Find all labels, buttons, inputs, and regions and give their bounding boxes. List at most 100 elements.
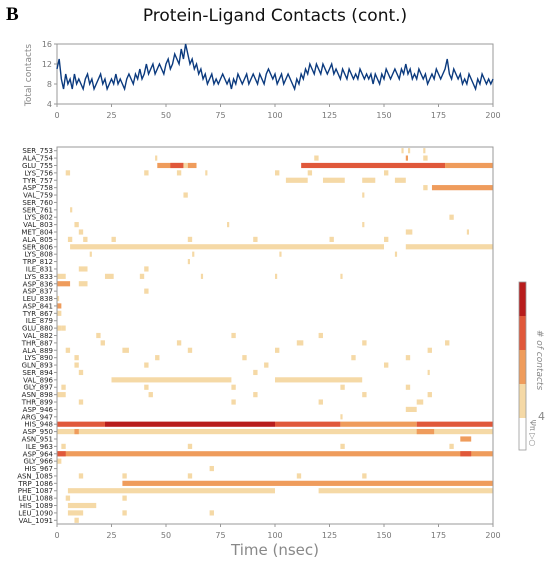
residue-label: THR_887 <box>21 339 53 347</box>
contact-segment <box>405 384 411 390</box>
contact-segment <box>307 170 313 176</box>
contact-segment <box>449 443 454 449</box>
contact-segment <box>275 347 280 353</box>
contact-segment <box>275 377 363 383</box>
contact-segment <box>65 170 71 176</box>
contact-segment <box>340 384 345 390</box>
contact-segment <box>78 229 84 235</box>
contact-segment <box>144 362 149 368</box>
contact-segment <box>65 495 71 501</box>
contact-segment <box>275 421 341 427</box>
residue-label: LYS_802 <box>24 214 53 222</box>
heatmap-x-tick-label: 0 <box>54 531 59 540</box>
contact-segment <box>296 340 304 346</box>
contact-segment <box>394 251 398 257</box>
residue-label: ILE_831 <box>26 265 53 273</box>
residue-label: ASN_1085 <box>17 472 53 480</box>
contact-segment <box>460 451 472 457</box>
residue-label: GLU_880 <box>22 325 53 333</box>
contact-segment <box>78 369 84 376</box>
residue-label: SER_894 <box>22 369 53 377</box>
contact-segment <box>176 170 182 176</box>
residue-label: ALA_805 <box>23 236 54 244</box>
residue-label: SER_806 <box>22 243 53 251</box>
residue-label: GLN_893 <box>22 362 53 370</box>
contact-segment <box>209 465 214 472</box>
contact-segment <box>340 273 343 279</box>
residue-label: ASP_837 <box>23 288 53 296</box>
contact-segment <box>231 332 236 339</box>
contact-segment <box>176 340 182 346</box>
contact-segment <box>329 236 334 242</box>
contact-segment <box>384 170 389 176</box>
top-y-axis-label: Total contacts <box>24 44 34 108</box>
contact-segment <box>144 266 149 272</box>
residue-label: SER_753 <box>22 147 53 155</box>
residue-label: THR_899 <box>21 399 53 407</box>
residue-label: ASP_946 <box>23 406 54 414</box>
contact-segment <box>275 170 280 176</box>
top-x-tick-label: 25 <box>106 111 116 120</box>
contact-segment <box>148 392 153 398</box>
residue-label: LEU_1090 <box>18 509 53 517</box>
heatmap-x-tick-label: 75 <box>215 531 225 540</box>
residue-label: VAL_1091 <box>19 517 53 525</box>
contact-segment <box>362 177 376 183</box>
contact-segment <box>351 355 356 361</box>
residue-label: MET_804 <box>21 229 53 237</box>
contact-segment <box>362 392 367 398</box>
contact-segment <box>122 473 127 479</box>
contact-segment <box>405 244 493 250</box>
contact-segment <box>445 340 450 346</box>
residue-label: HIS_967 <box>24 465 53 473</box>
contact-segment <box>74 429 79 435</box>
residue-label: HIS_1089 <box>20 502 53 510</box>
contact-segment <box>170 162 184 169</box>
residue-label: ASP_964 <box>23 450 54 458</box>
contact-segment <box>100 340 105 346</box>
residue-label: LYS_833 <box>24 273 53 281</box>
residue-label: ALA_754 <box>23 155 54 163</box>
contact-segment <box>104 273 114 279</box>
contact-segment <box>61 443 66 449</box>
contact-segment <box>416 399 424 405</box>
residue-label: ASP_841 <box>23 302 53 310</box>
contact-segment <box>187 473 193 479</box>
contact-segment <box>205 170 208 176</box>
residue-label: ALA_889 <box>23 347 54 355</box>
top-x-tick-label: 100 <box>267 111 282 120</box>
colorbar-zero-segment <box>519 418 526 450</box>
contact-segment <box>74 362 79 368</box>
colorbar-segment <box>519 384 526 418</box>
heatmap-x-tick-label: 150 <box>376 531 391 540</box>
heatmap-x-tick-label: 125 <box>322 531 337 540</box>
contact-segment <box>61 325 66 331</box>
contact-segment <box>183 192 188 198</box>
top-x-tick-label: 175 <box>431 111 446 120</box>
contact-segment <box>187 236 193 242</box>
contact-segment <box>340 414 343 420</box>
contact-segment <box>227 222 230 228</box>
contact-segment <box>192 251 195 257</box>
contact-segment <box>57 451 66 457</box>
colorbar-segment <box>519 282 526 316</box>
top-x-tick-label: 150 <box>376 111 391 120</box>
residue-label: TYR_757 <box>22 177 53 185</box>
contact-segment <box>322 177 345 183</box>
contact-segment <box>122 495 127 501</box>
contact-segment <box>445 162 493 169</box>
contact-segment <box>405 155 408 161</box>
residue-label: ASP_836 <box>23 280 54 288</box>
contact-segment <box>423 185 428 191</box>
contact-segment <box>187 162 197 169</box>
contact-segment <box>275 273 278 279</box>
contact-segment <box>57 421 105 427</box>
top-x-tick-label: 50 <box>161 111 171 120</box>
contact-segment <box>314 155 319 161</box>
contact-segment <box>242 355 247 361</box>
panel-letter: B <box>6 4 19 25</box>
contact-segment <box>57 273 66 279</box>
contact-segment <box>70 244 384 250</box>
residue-label: VAL_803 <box>23 221 53 229</box>
contact-segment <box>405 229 413 235</box>
